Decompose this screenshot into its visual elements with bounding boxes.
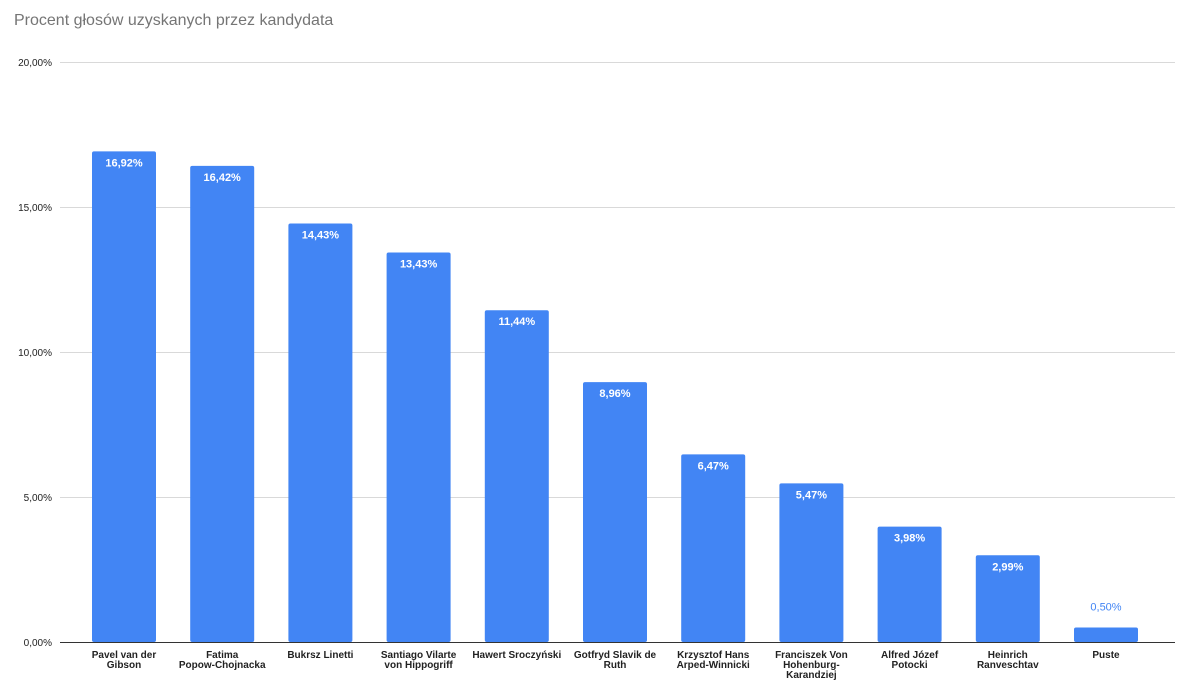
bar [92, 151, 156, 642]
data-label: 2,99% [992, 561, 1023, 573]
bar [288, 223, 353, 642]
bar [1074, 627, 1138, 642]
bars [92, 151, 1138, 642]
data-label: 8,96% [599, 388, 630, 400]
x-category-label: Gotfryd Slavik de Ruth [574, 650, 657, 671]
x-category-label-line: von Hippogriff [384, 660, 453, 671]
x-category-label-line: Ruth [604, 660, 627, 671]
data-label: 13,43% [400, 259, 438, 271]
data-label: 16,92% [105, 157, 143, 169]
x-category-label-line: Alfred Józef [881, 650, 939, 661]
x-category-label-line: Santiago Vilarte [381, 650, 457, 661]
bar [484, 310, 549, 642]
x-category-label: Pavel van der Gibson [92, 650, 157, 671]
x-category-label: Hawert Sroczyński [472, 650, 561, 661]
x-category-label-line: Potocki [892, 660, 928, 671]
x-category-label: Santiago Vilarte von Hippogriff [381, 650, 457, 671]
bar [779, 483, 844, 642]
x-category-label: Alfred Józef Potocki [881, 650, 939, 671]
x-category-label-line: Fatima [206, 650, 239, 661]
y-tick-label: 10,00% [18, 348, 52, 359]
x-category-label-line: Gotfryd Slavik de [574, 650, 657, 661]
data-label: 6,47% [698, 460, 729, 472]
x-category-label-line: Arped-Winnicki [677, 660, 750, 671]
data-label: 5,47% [796, 489, 827, 501]
chart-title: Procent głosów uzyskanych przez kandydat… [14, 12, 334, 29]
bar [386, 252, 451, 642]
data-label: 0,50% [1090, 602, 1121, 614]
x-category-label-line: Karandziej [786, 670, 837, 681]
x-category-label-line: Pavel van der [92, 650, 157, 661]
x-category-label: Puste [1092, 650, 1120, 661]
y-tick-label: 15,00% [18, 203, 52, 214]
x-category-label-line: Ranveschtav [977, 660, 1039, 671]
x-category-label-line: Gibson [107, 660, 141, 671]
x-category-label: Fatima Popow-Chojnacka [179, 650, 266, 671]
bar [975, 555, 1040, 642]
x-category-label-line: Popow-Chojnacka [179, 660, 266, 671]
y-tick-label: 20,00% [18, 58, 52, 69]
x-category-label: Heinrich Ranveschtav [977, 650, 1039, 671]
y-tick-label: 0,00% [24, 638, 52, 649]
x-category-label-line: Puste [1092, 650, 1120, 661]
y-axis-tick-labels: 0,00% 5,00% 10,00% 15,00% 20,00% [18, 58, 52, 649]
x-category-label-line: Krzysztof Hans [677, 650, 750, 661]
data-label: 14,43% [302, 230, 340, 242]
data-label: 3,98% [894, 533, 925, 545]
y-tick-label: 5,00% [24, 493, 52, 504]
data-label: 11,44% [498, 316, 535, 328]
x-category-label: Krzysztof Hans Arped-Winnicki [677, 650, 750, 671]
x-axis-category-labels: Pavel van der Gibson Fatima Popow-Chojnacka… [92, 650, 1120, 681]
bar [681, 454, 746, 642]
x-category-label-line: Heinrich [988, 650, 1028, 661]
bar [190, 165, 255, 642]
x-category-label: Franciszek Von Hohenburg-Karandziej [775, 650, 848, 681]
bar [583, 382, 647, 642]
x-category-label-line: Hohenburg- [783, 660, 840, 671]
data-labels: 16,92% 16,42% 14,43% 13,43% 11,44% 8,96% 6,47%… [105, 157, 1121, 613]
x-category-label-line: Bukrsz Linetti [287, 650, 353, 661]
bar [877, 526, 942, 642]
x-category-label-line: Franciszek Von [775, 650, 848, 661]
x-category-label: Bukrsz Linetti [287, 650, 353, 661]
x-category-label-line: Hawert Sroczyński [472, 650, 561, 661]
data-label: 16,42% [204, 172, 242, 184]
